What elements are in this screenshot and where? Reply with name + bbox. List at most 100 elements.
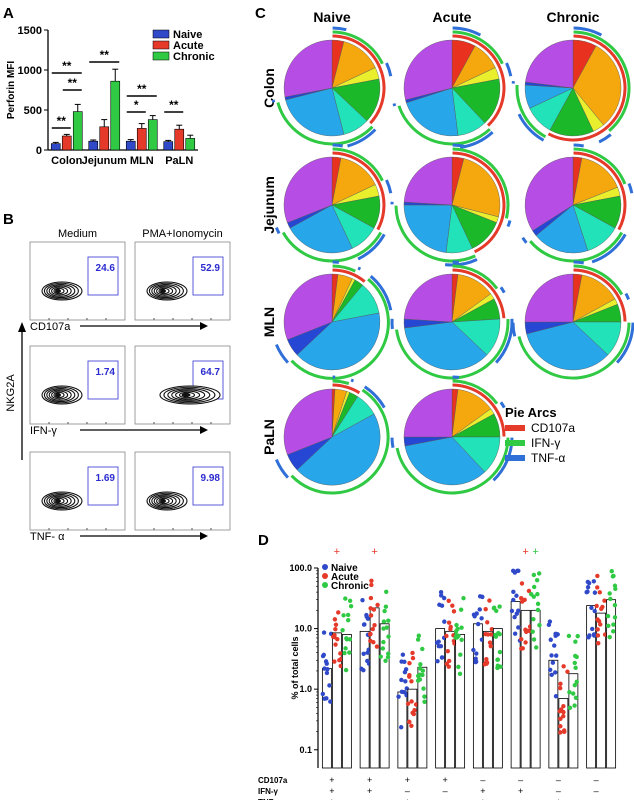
data-point xyxy=(549,653,554,658)
bar xyxy=(510,601,521,769)
data-point xyxy=(595,633,601,638)
data-point xyxy=(514,611,519,616)
data-point xyxy=(321,652,326,658)
data-point xyxy=(340,627,345,633)
gate-value: 52.9 xyxy=(201,263,221,274)
contour-line xyxy=(156,286,174,296)
data-point xyxy=(361,651,366,656)
pie-arc xyxy=(598,133,612,144)
data-point xyxy=(519,646,524,651)
data-point xyxy=(558,724,563,729)
data-point xyxy=(561,703,566,709)
data-point xyxy=(612,615,618,620)
pie-slice xyxy=(451,158,501,218)
plus-mark: + xyxy=(532,546,538,558)
pie-slice xyxy=(283,388,333,455)
pie-slice xyxy=(572,45,622,126)
column-title: Medium xyxy=(58,228,97,240)
data-point xyxy=(411,711,416,717)
data-point xyxy=(608,596,613,602)
plus-mark: + xyxy=(522,546,528,558)
data-point xyxy=(418,662,423,667)
data-point xyxy=(369,582,374,588)
data-point xyxy=(370,626,375,632)
data-point xyxy=(439,603,445,608)
legend-title: Pie Arcs xyxy=(505,405,557,420)
data-point xyxy=(472,614,477,619)
category-label: Colon xyxy=(51,155,82,167)
gate-value: 1.74 xyxy=(96,367,116,378)
data-point xyxy=(477,594,483,599)
pie-arc xyxy=(363,385,386,409)
data-point xyxy=(343,667,349,673)
data-point xyxy=(483,607,488,612)
bar xyxy=(125,140,136,151)
pie-arc xyxy=(275,343,290,364)
marker-label: CD107a xyxy=(30,321,71,333)
data-point xyxy=(610,574,616,579)
data-point xyxy=(574,679,579,685)
data-point xyxy=(384,589,389,594)
contour-line xyxy=(46,283,76,299)
contour-line xyxy=(48,495,72,507)
gate-value: 64.7 xyxy=(201,367,221,378)
panel-letter-c: C xyxy=(255,5,266,22)
table-cell: + xyxy=(405,775,410,785)
data-point xyxy=(592,590,598,595)
contour-line xyxy=(53,497,65,505)
significance-label: ** xyxy=(169,98,179,112)
data-point xyxy=(372,623,377,628)
contour-line xyxy=(151,493,181,509)
data-point xyxy=(365,658,370,664)
data-point xyxy=(595,627,600,632)
pie-arc xyxy=(332,143,343,148)
contour-core xyxy=(55,392,61,398)
pie-arc xyxy=(573,268,627,322)
data-point xyxy=(485,620,490,625)
flow-plot-frame xyxy=(29,241,126,321)
column-title: Naive xyxy=(313,9,351,25)
data-point xyxy=(441,595,447,601)
legend-swatch xyxy=(152,40,170,50)
data-point xyxy=(557,708,563,714)
table-cell: + xyxy=(442,775,447,785)
data-point xyxy=(442,619,447,624)
plus-mark: + xyxy=(371,546,377,558)
data-point xyxy=(531,637,537,642)
data-point xyxy=(347,598,353,604)
data-point xyxy=(386,618,391,623)
data-point xyxy=(553,670,558,675)
data-point xyxy=(509,608,515,614)
pie-slice xyxy=(403,39,453,101)
bar xyxy=(369,607,380,769)
bar xyxy=(397,691,408,769)
pie-arc xyxy=(506,220,512,228)
pie-slice xyxy=(283,156,333,223)
bar xyxy=(163,141,174,151)
data-point xyxy=(420,668,426,673)
contour-line xyxy=(51,390,69,400)
bar xyxy=(174,128,185,151)
data-point xyxy=(338,651,343,656)
category-label: PaLN xyxy=(165,155,193,167)
row-title: Jejunum xyxy=(261,176,277,234)
legend-marker xyxy=(322,573,328,579)
bar xyxy=(72,111,83,151)
data-point xyxy=(488,643,493,649)
data-point xyxy=(557,685,563,691)
data-point xyxy=(328,699,333,704)
pie-arc xyxy=(444,258,478,267)
data-point xyxy=(512,631,518,636)
contour-line xyxy=(178,391,196,399)
pie-arc xyxy=(290,278,390,380)
data-point xyxy=(592,608,597,614)
gate-box xyxy=(87,360,119,400)
marker-label: TNF- α xyxy=(30,531,65,543)
data-point xyxy=(330,634,336,639)
pie-slice xyxy=(403,388,453,438)
data-point xyxy=(412,708,417,713)
data-point xyxy=(409,723,414,728)
data-point xyxy=(371,639,376,645)
pie-slice xyxy=(403,156,453,206)
